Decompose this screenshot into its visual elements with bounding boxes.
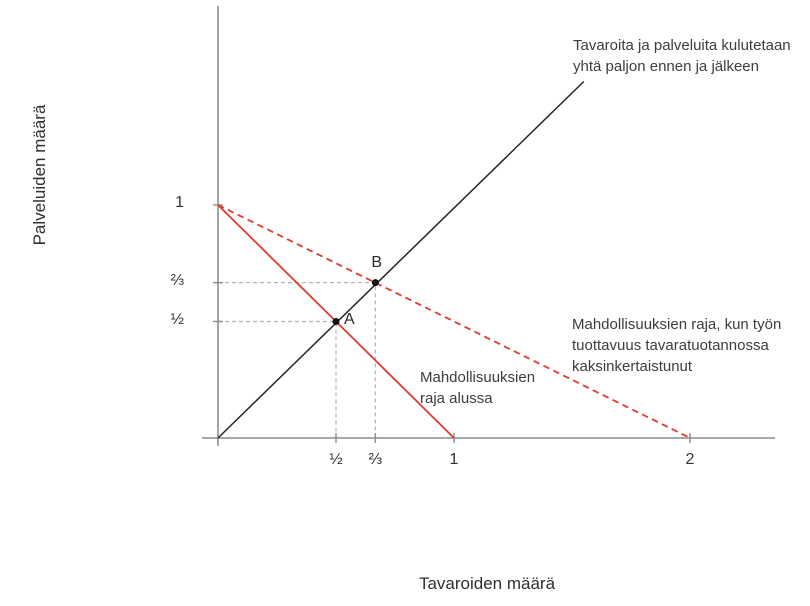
data-point-a bbox=[332, 318, 340, 325]
x-axis-title: Tavaroiden määrä bbox=[418, 574, 556, 593]
x-tick-label-2: 2 bbox=[685, 451, 695, 468]
point-label-a: A bbox=[344, 310, 355, 328]
series-line-0 bbox=[217, 80, 585, 439]
annotation-frontier-doubled: Mahdollisuuksien raja, kun työn tuottavu… bbox=[572, 316, 782, 375]
y-tick-label-0.6667: ⅔ bbox=[170, 271, 184, 289]
annotation-equal-consumption: Tavaroita ja palveluita kulutetaan yhtä … bbox=[573, 37, 791, 75]
y-axis-title: Palveluiden määrä bbox=[30, 104, 49, 246]
annotation-frontier-initial: Mahdollisuuksien raja alussa bbox=[420, 369, 536, 407]
x-tick-label-0.5: ½ bbox=[329, 451, 343, 468]
x-tick-label-0.6667: ⅔ bbox=[368, 451, 382, 468]
x-tick-label-1: 1 bbox=[449, 451, 459, 468]
y-tick-label-0.5: ½ bbox=[170, 310, 184, 328]
y-tick-label-1: 1 bbox=[175, 194, 184, 211]
point-label-b: B bbox=[371, 253, 382, 271]
data-point-b bbox=[371, 279, 379, 287]
